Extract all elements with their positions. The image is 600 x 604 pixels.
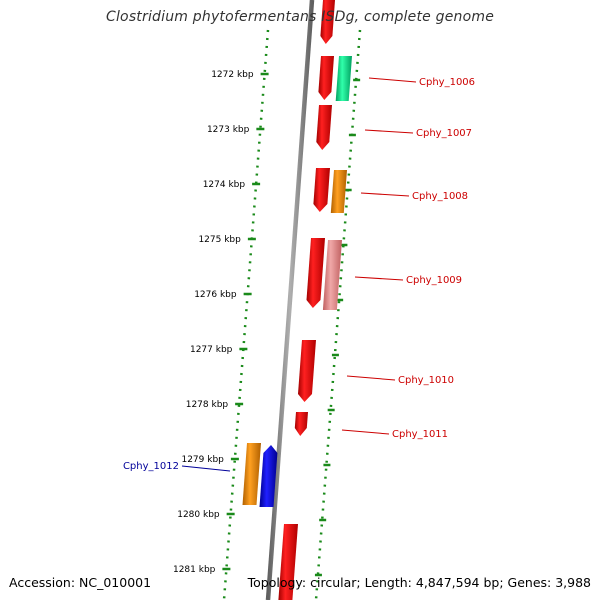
- label-leader-line: [346, 375, 396, 381]
- label-leader-line: [364, 129, 414, 134]
- topology-label: Topology: circular; Length: 4,847,594 bp…: [247, 575, 591, 590]
- accession-label: Accession: NC_010001: [9, 575, 152, 590]
- gene-features: [242, 0, 352, 600]
- gene-feature-arrow: [318, 56, 334, 100]
- tick-label: 1279 kbp: [181, 455, 224, 465]
- tick-label: 1275 kbp: [198, 235, 241, 245]
- tick-label: 1281 kbp: [173, 565, 216, 575]
- gene-label[interactable]: Cphy_1011: [392, 429, 448, 440]
- gene-label[interactable]: Cphy_1006: [419, 77, 475, 88]
- tick-marks: 1272 kbp 1273 kbp 1274 kbp 1275 kbp 1276 kbp…: [173, 70, 361, 577]
- gene-labels: Cphy_1006 Cphy_1007 Cphy_1008 Cphy_1009 Cphy…: [123, 77, 475, 472]
- tick-label: 1273 kbp: [207, 125, 250, 135]
- pseudogene-feature-block: [322, 240, 342, 310]
- tick-label: 1272 kbp: [211, 70, 254, 80]
- gene-feature-block: [278, 524, 298, 600]
- gene-feature-arrow: [306, 238, 325, 308]
- tick-label: 1278 kbp: [186, 400, 229, 410]
- genome-backbone: [265, 0, 315, 601]
- map-title: Clostridium phytofermentans ISDg, comple…: [105, 9, 495, 25]
- gene-feature-arrow: [313, 168, 330, 212]
- gene-label[interactable]: Cphy_1008: [412, 191, 468, 202]
- label-leader-line: [341, 429, 390, 435]
- rna-feature-block: [242, 443, 261, 505]
- rna-feature-block: [330, 170, 347, 213]
- label-leader-line: [181, 465, 231, 472]
- gene-label[interactable]: Cphy_1009: [406, 275, 462, 286]
- gene-feature-arrow-highlighted: [259, 445, 278, 507]
- rna-feature-block: [335, 56, 352, 101]
- gene-feature-arrow: [320, 0, 335, 44]
- label-leader-line: [368, 77, 417, 83]
- gene-label[interactable]: Cphy_1007: [416, 128, 472, 139]
- tick-label: 1277 kbp: [190, 345, 233, 355]
- tick-label: 1280 kbp: [177, 510, 220, 520]
- label-leader-line: [354, 276, 404, 281]
- gene-feature-arrow: [294, 412, 308, 436]
- gene-feature-arrow: [298, 340, 316, 402]
- tick-label: 1274 kbp: [203, 180, 246, 190]
- gene-feature-arrow: [316, 105, 332, 150]
- gene-label[interactable]: Cphy_1010: [398, 375, 454, 386]
- gene-label[interactable]: Cphy_1012: [123, 461, 179, 472]
- tick-label: 1276 kbp: [194, 290, 237, 300]
- label-leader-line: [360, 192, 410, 197]
